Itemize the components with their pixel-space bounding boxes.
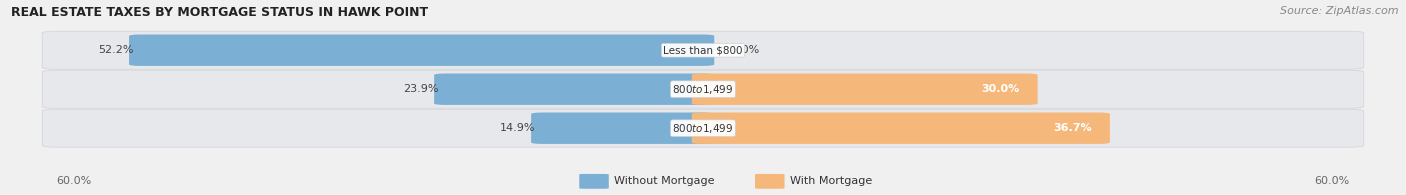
Text: $800 to $1,499: $800 to $1,499 [672,122,734,135]
FancyBboxPatch shape [579,174,609,189]
Text: With Mortgage: With Mortgage [790,176,872,186]
FancyBboxPatch shape [42,31,1364,69]
Text: Less than $800: Less than $800 [664,45,742,55]
Text: 0.0%: 0.0% [731,45,759,55]
Text: $800 to $1,499: $800 to $1,499 [672,83,734,96]
Text: 60.0%: 60.0% [1315,176,1350,186]
FancyBboxPatch shape [42,70,1364,108]
FancyBboxPatch shape [42,109,1364,147]
Text: 23.9%: 23.9% [404,84,439,94]
FancyBboxPatch shape [434,74,714,105]
Text: Without Mortgage: Without Mortgage [614,176,714,186]
FancyBboxPatch shape [531,113,714,144]
Text: Source: ZipAtlas.com: Source: ZipAtlas.com [1281,6,1399,16]
Text: 30.0%: 30.0% [981,84,1019,94]
Text: 52.2%: 52.2% [98,45,134,55]
Text: 14.9%: 14.9% [501,123,536,133]
FancyBboxPatch shape [692,74,1038,105]
FancyBboxPatch shape [692,113,1109,144]
Text: 36.7%: 36.7% [1053,123,1091,133]
Text: 60.0%: 60.0% [56,176,91,186]
FancyBboxPatch shape [129,35,714,66]
Text: REAL ESTATE TAXES BY MORTGAGE STATUS IN HAWK POINT: REAL ESTATE TAXES BY MORTGAGE STATUS IN … [11,6,429,19]
FancyBboxPatch shape [755,174,785,189]
